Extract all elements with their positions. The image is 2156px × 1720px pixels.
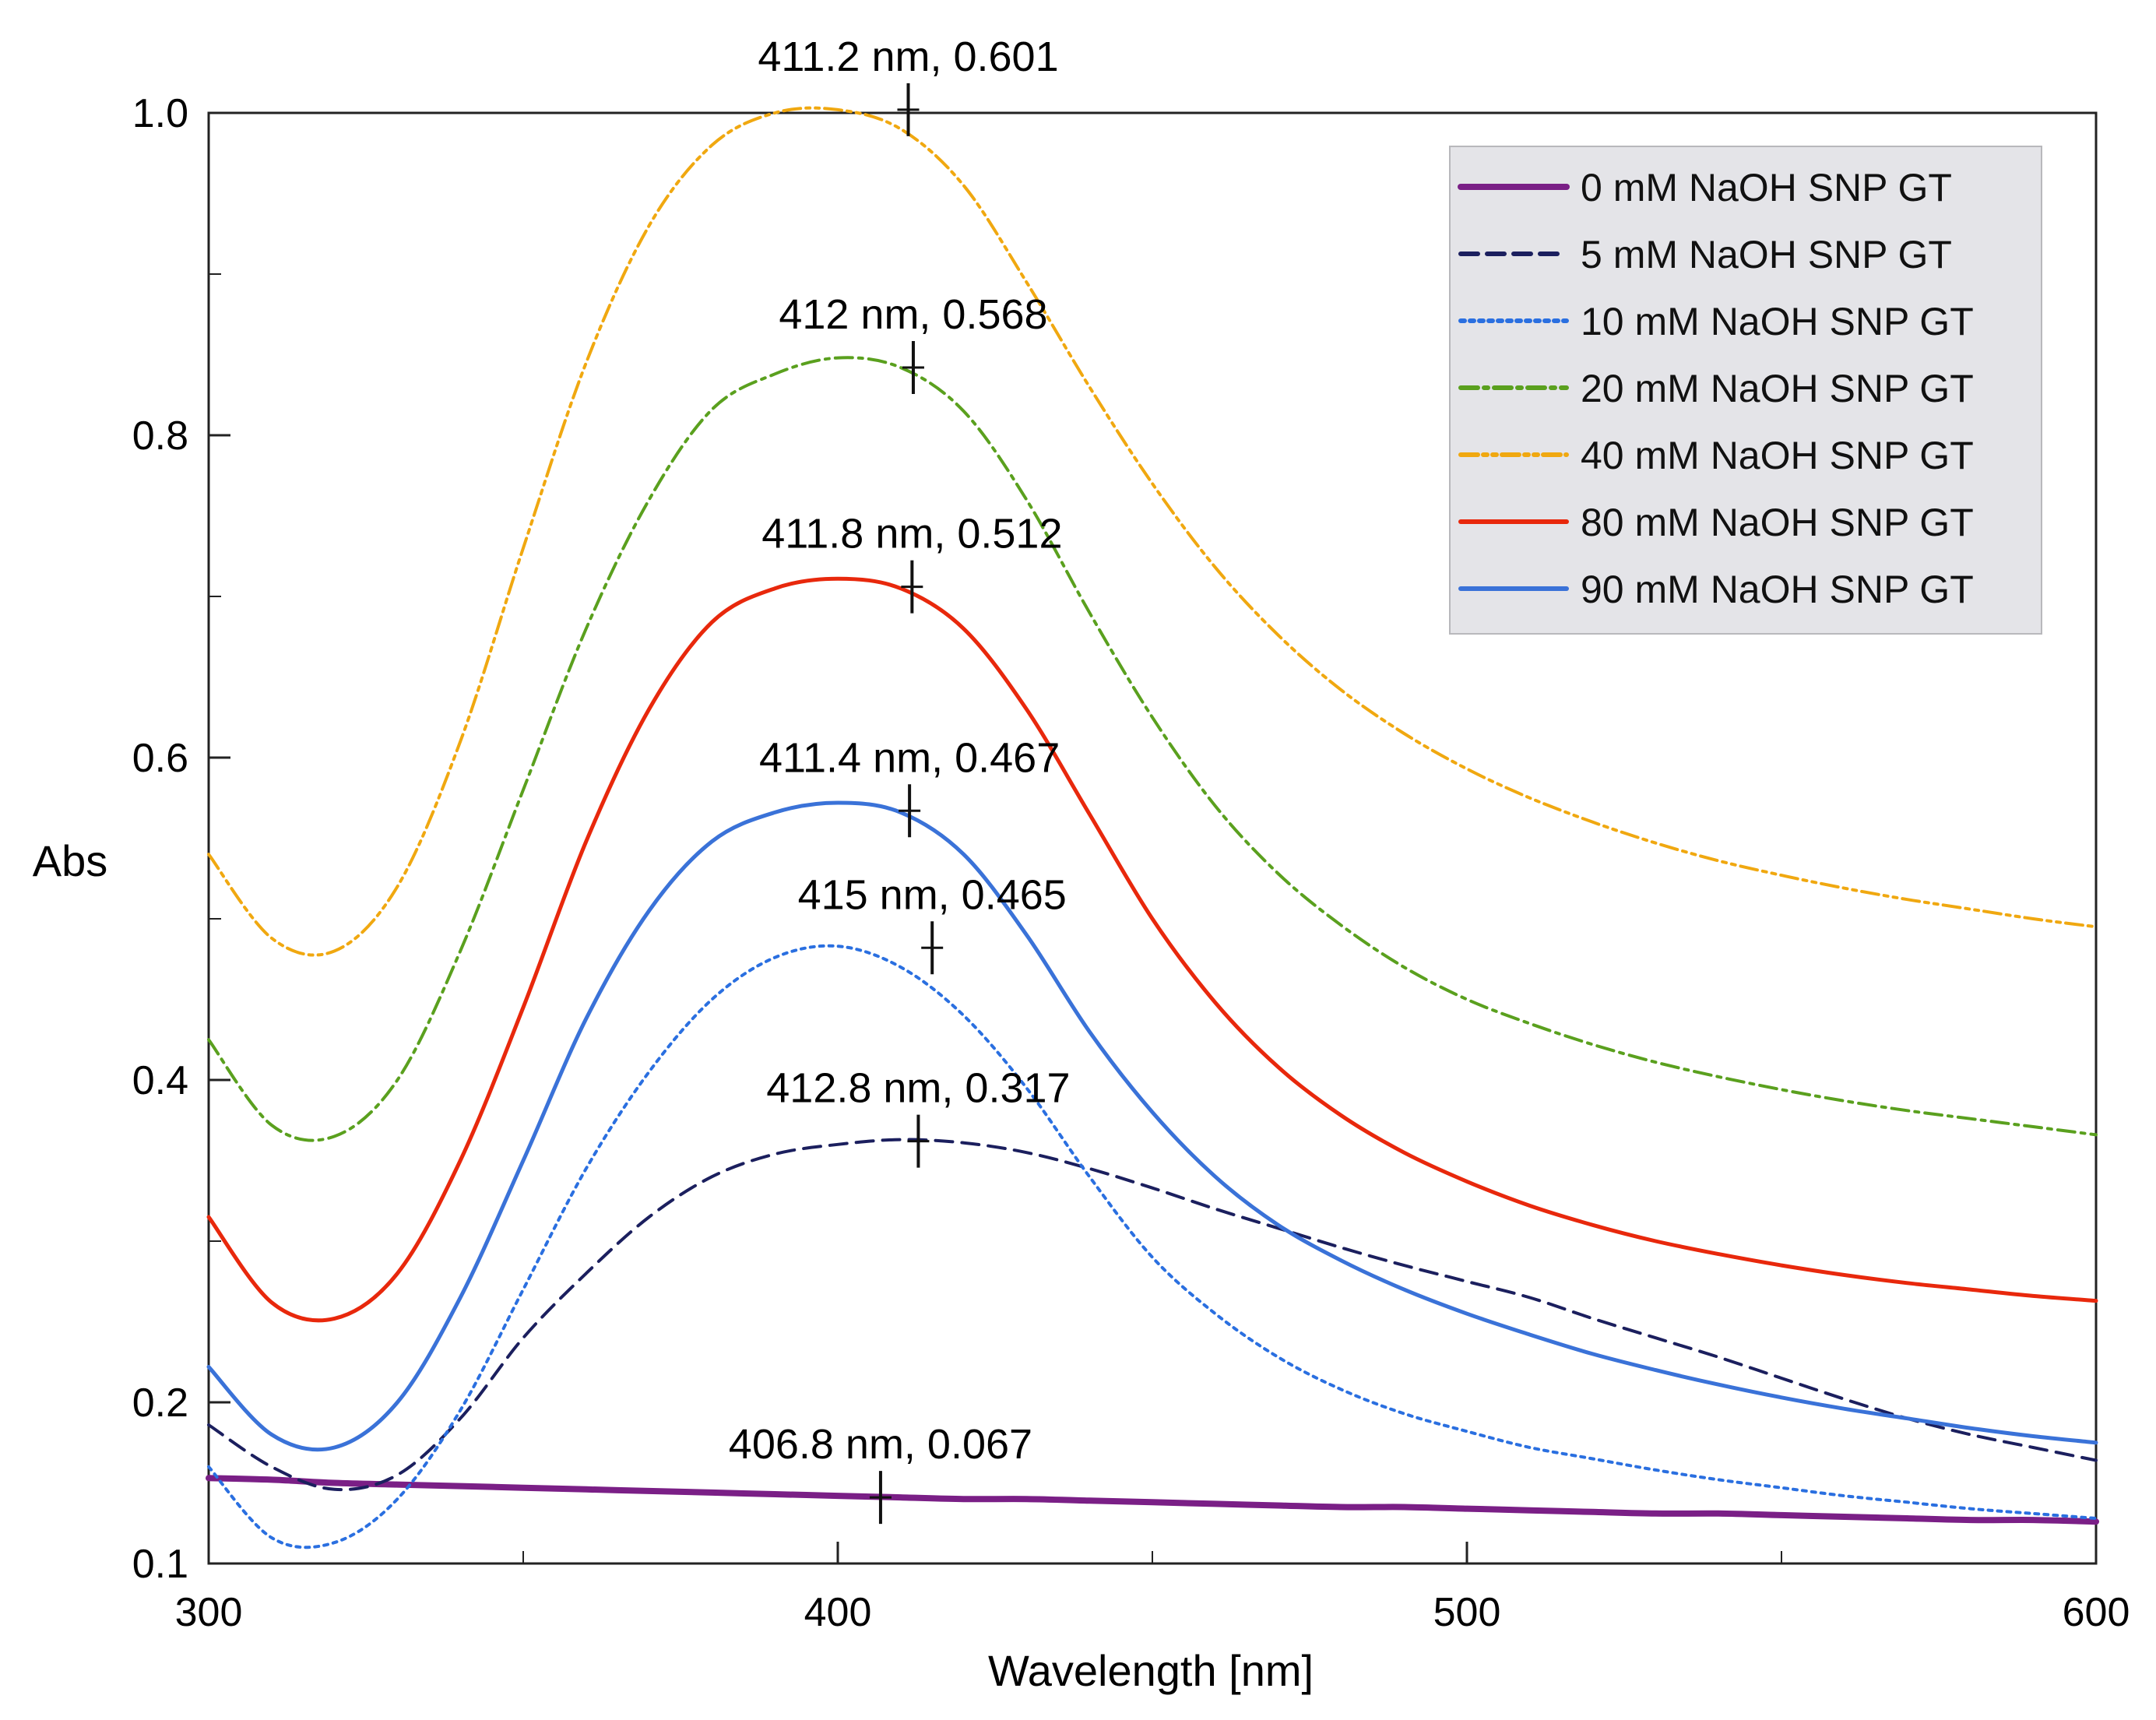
peak-annotation: 415 nm, 0.465	[798, 871, 1067, 918]
peak-annotation: 411.2 nm, 0.601	[758, 33, 1058, 80]
peak-annotation: 412 nm, 0.568	[779, 291, 1047, 338]
series-layer	[206, 106, 2099, 1549]
y-tick-label: 1.0	[132, 91, 188, 136]
legend-label-6: 90 mM NaOH SNP GT	[1581, 568, 1974, 611]
peak-annotation: 411.4 nm, 0.467	[759, 734, 1060, 781]
legend: 0 mM NaOH SNP GT 5 mM NaOH SNP GT 10 mM Na…	[1449, 146, 2042, 635]
series-line-1	[207, 1138, 2098, 1492]
y-tick-label: 0.2	[132, 1381, 188, 1426]
peak-annotation: 412.8 nm, 0.317	[766, 1065, 1070, 1112]
legend-label-3: 20 mM NaOH SNP GT	[1581, 367, 1974, 410]
x-axis-label: Wavelength [nm]	[988, 1646, 1314, 1695]
annotation-layer: 411.2 nm, 0.601 412 nm, 0.568 411.8 nm, 0.…	[729, 33, 1071, 1525]
x-tick-label: 600	[2063, 1590, 2130, 1635]
y-tick-label: 0.4	[132, 1058, 188, 1103]
legend-box	[1449, 146, 2042, 635]
series-line-6	[206, 800, 2098, 1452]
y-axis-label: Abs	[33, 836, 108, 885]
x-tick-label: 500	[1433, 1590, 1501, 1635]
series-line-2	[207, 944, 2098, 1549]
series-line-5	[206, 576, 2098, 1323]
legend-label-2: 10 mM NaOH SNP GT	[1581, 300, 1974, 343]
y-tick-label: 0.6	[132, 736, 188, 781]
peak-annotation: 406.8 nm, 0.067	[729, 1421, 1032, 1468]
series-line-4	[207, 106, 2098, 957]
x-tick-label: 300	[175, 1590, 243, 1635]
legend-label-1: 5 mM NaOH SNP GT	[1581, 233, 1952, 276]
axes-layer: 300 400 500 600 0.1 0.2 0.4 0.6 0.8 1.0	[132, 91, 2130, 1635]
peak-annotation: 411.8 nm, 0.512	[761, 511, 1062, 558]
legend-label-0: 0 mM NaOH SNP GT	[1581, 166, 1952, 209]
y-tick-label: 0.1	[132, 1542, 188, 1587]
series-line-0	[206, 1475, 2099, 1525]
legend-label-4: 40 mM NaOH SNP GT	[1581, 434, 1974, 477]
legend-label-5: 80 mM NaOH SNP GT	[1581, 501, 1974, 544]
series-line-3	[207, 356, 2098, 1142]
x-tick-label: 400	[804, 1590, 872, 1635]
y-tick-label: 0.8	[132, 413, 188, 459]
